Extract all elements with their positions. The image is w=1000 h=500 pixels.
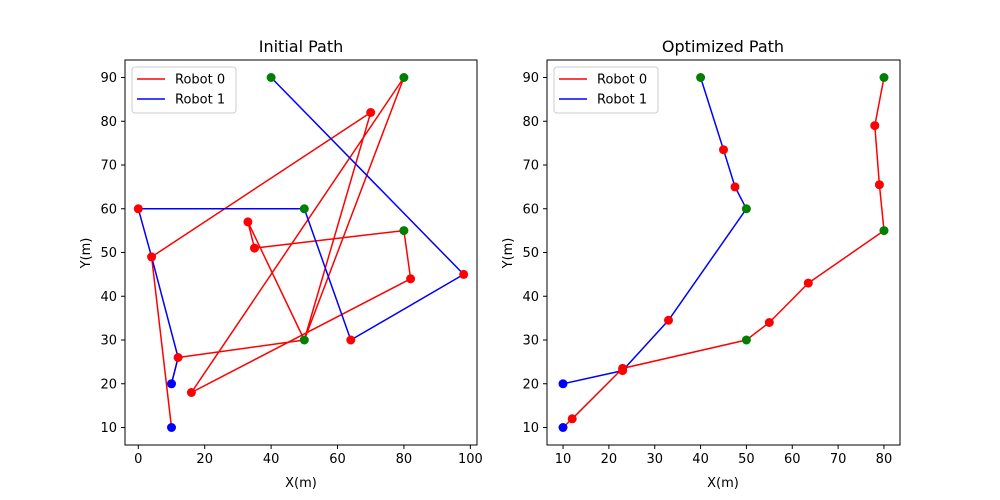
y-tick-label: 90 [522, 71, 539, 86]
goal-marker [399, 226, 409, 236]
x-tick-label: 80 [876, 452, 893, 467]
start-marker [558, 379, 568, 389]
optimized-path-panel: Optimized Path X(m) Y(m) 10 20 30 40 50 60 70 8… [501, 37, 901, 491]
y-tick-label: 40 [522, 290, 539, 305]
y-tick-label: 80 [522, 115, 539, 130]
legend-label-robot-0: Robot 0 [597, 73, 647, 88]
chart-title: Initial Path [259, 37, 344, 56]
start-marker [167, 423, 176, 432]
y-tick-label: 90 [100, 71, 117, 86]
chart-title: Optimized Path [662, 37, 784, 56]
goal-marker [299, 204, 309, 214]
x-tick-label: 60 [784, 452, 801, 467]
x-tick-label: 40 [263, 452, 280, 467]
waypoint-marker [366, 108, 376, 117]
x-tick-label: 20 [196, 452, 213, 467]
goal-marker [879, 226, 889, 236]
y-tick-label: 20 [522, 377, 539, 392]
y-tick-label: 30 [100, 334, 117, 349]
waypoint-marker [406, 274, 416, 284]
goal-marker [741, 204, 751, 214]
waypoint-marker [618, 366, 628, 376]
waypoint-marker [803, 278, 813, 288]
y-axis-label: Y(m) [79, 238, 94, 270]
y-axis-label: Y(m) [501, 238, 516, 270]
waypoint-marker [764, 318, 774, 327]
waypoint-marker [874, 180, 884, 190]
waypoint-marker [719, 145, 728, 155]
x-tick-label: 20 [601, 452, 618, 467]
waypoint-marker [147, 252, 157, 262]
x-tick-label: 40 [692, 452, 709, 467]
goal-marker [299, 335, 309, 345]
x-tick-label: 10 [555, 452, 572, 467]
legend-label-robot-1: Robot 1 [175, 93, 225, 108]
initial-path-panel: Initial Path X(m) Y(m) 0 20 40 60 80 100 10 20 3… [79, 37, 483, 491]
goal-marker [696, 73, 706, 82]
y-tick-label: 20 [100, 377, 117, 392]
waypoint-marker [459, 269, 469, 279]
legend-label-robot-1: Robot 1 [597, 93, 647, 108]
y-tick-label: 30 [522, 334, 539, 349]
waypoint-marker [250, 243, 259, 253]
waypoint-marker [346, 335, 356, 345]
x-tick-label: 70 [830, 452, 847, 467]
y-tick-label: 70 [100, 159, 117, 174]
waypoint-marker [243, 217, 253, 227]
y-tick-label: 40 [100, 290, 117, 305]
x-axis-label: X(m) [285, 476, 317, 491]
series-line-robot-1 [137, 76, 465, 384]
y-tick-label: 10 [100, 421, 117, 436]
x-tick-label: 30 [646, 452, 663, 467]
goal-marker [741, 335, 751, 345]
start-marker [558, 423, 568, 432]
y-tick-label: 60 [100, 202, 117, 217]
waypoint-marker [567, 414, 577, 424]
legend-label-robot-0: Robot 0 [175, 73, 225, 88]
waypoint-marker [133, 204, 143, 214]
y-tick-label: 70 [522, 159, 539, 174]
waypoint-marker [186, 388, 196, 397]
x-tick-label: 80 [396, 452, 413, 467]
x-axis-label: X(m) [707, 476, 739, 491]
x-tick-label: 0 [134, 452, 142, 467]
waypoint-marker [664, 315, 673, 325]
goal-marker [266, 73, 276, 82]
y-tick-label: 60 [522, 202, 539, 217]
y-tick-label: 10 [522, 421, 539, 436]
y-tick-label: 80 [100, 115, 117, 130]
y-tick-label: 50 [100, 246, 117, 261]
y-tick-label: 50 [522, 246, 539, 261]
x-tick-label: 50 [738, 452, 755, 467]
start-marker [167, 379, 176, 389]
x-tick-label: 60 [329, 452, 346, 467]
waypoint-marker [730, 182, 740, 192]
x-tick-label: 100 [458, 452, 483, 467]
waypoint-marker [173, 353, 183, 362]
goal-marker [399, 73, 409, 82]
goal-marker [879, 73, 889, 82]
waypoint-marker [870, 121, 880, 131]
series-line-robot-0 [562, 77, 885, 429]
